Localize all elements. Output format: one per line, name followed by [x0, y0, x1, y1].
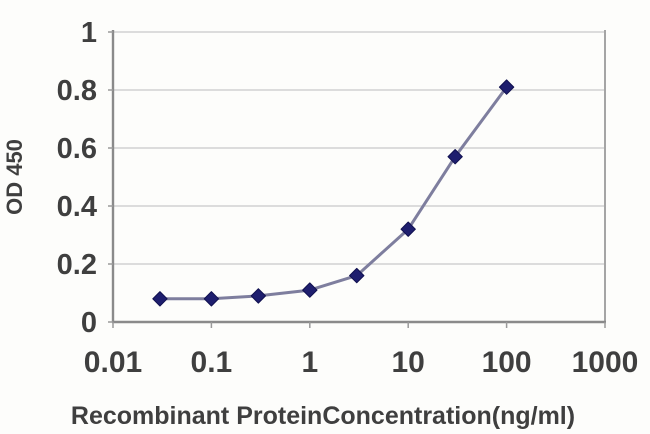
y-tick-label-1: 1	[81, 17, 97, 49]
tick-labels-layer: 0.01 0.1 1 10 100 1000 0 0.2 0.4 0.6 0.8 1	[57, 17, 639, 379]
y-tick-label-0.6: 0.6	[57, 133, 97, 165]
series-line	[158, 85, 509, 301]
data-series-layer	[152, 79, 515, 307]
y-axis-title: OD 450	[2, 139, 27, 215]
gridlines-layer	[113, 31, 605, 265]
plot-border-layer	[111, 30, 606, 324]
y-tick-label-0.4: 0.4	[57, 191, 97, 223]
data-point-30	[447, 149, 463, 165]
x-axis-title: Recombinant ProteinConcentration(ng/ml)	[71, 402, 575, 430]
data-point-10	[400, 221, 416, 237]
data-point-0.3	[250, 288, 267, 304]
x-tick-label-0.1: 0.1	[191, 346, 233, 379]
x-tick-label-0.01: 0.01	[84, 346, 142, 379]
x-tick-label-1: 1	[301, 346, 318, 379]
tick-marks-layer	[108, 31, 606, 328]
data-point-100	[498, 79, 515, 95]
x-tick-label-10: 10	[392, 346, 425, 379]
y-tick-label-0.2: 0.2	[57, 249, 97, 281]
data-point-0.03	[152, 291, 168, 307]
x-tick-label-1000: 1000	[572, 346, 639, 379]
x-tick-label-100: 100	[482, 346, 532, 379]
data-point-3	[349, 267, 365, 284]
data-point-0.1	[203, 291, 220, 307]
y-tick-label-0.8: 0.8	[57, 75, 97, 107]
y-tick-label-0: 0	[81, 307, 97, 339]
data-point-1	[302, 282, 318, 298]
